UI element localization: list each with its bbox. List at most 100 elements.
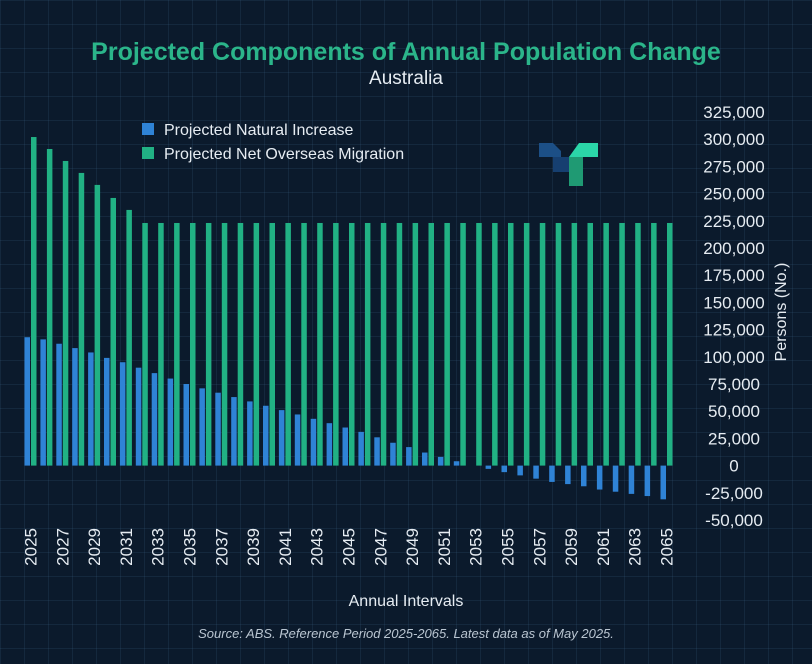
bar-natural-increase-2050 (422, 452, 428, 466)
y-tick-label: 325,000 (703, 103, 764, 122)
x-tick-label: 2045 (340, 528, 359, 566)
bar-natural-increase-2043 (310, 418, 317, 466)
y-tick-label: 275,000 (703, 157, 764, 176)
x-tick-label: 2057 (530, 528, 549, 566)
bar-net-overseas-migration-2047 (380, 222, 387, 466)
bar-net-overseas-migration-2041 (285, 222, 291, 466)
y-tick-label: 300,000 (703, 130, 764, 149)
bar-natural-increase-2064 (644, 465, 651, 497)
bar-natural-increase-2059 (565, 465, 571, 485)
bar-net-overseas-migration-2026 (46, 148, 53, 466)
bar-net-overseas-migration-2046 (364, 222, 371, 466)
bar-net-overseas-migration-2065 (667, 222, 673, 466)
bar-net-overseas-migration-2051 (444, 222, 450, 466)
bar-net-overseas-migration-2040 (269, 222, 275, 466)
y-tick-label: 175,000 (703, 266, 764, 285)
bar-natural-increase-2055 (501, 465, 507, 473)
bar-net-overseas-migration-2064 (651, 222, 657, 466)
bar-net-overseas-migration-2036 (205, 222, 212, 466)
y-tick-label: 250,000 (703, 185, 764, 204)
bar-natural-increase-2045 (342, 427, 348, 466)
bar-natural-increase-2026 (40, 339, 46, 466)
y-tick-label: 125,000 (703, 321, 764, 340)
bar-net-overseas-migration-2032 (142, 222, 148, 466)
bar-natural-increase-2041 (278, 410, 285, 466)
bar-net-overseas-migration-2028 (78, 172, 85, 466)
y-tick-label: 225,000 (703, 212, 764, 231)
bar-net-overseas-migration-2052 (460, 222, 466, 466)
bar-net-overseas-migration-2035 (190, 222, 196, 466)
bar-natural-increase-2044 (326, 423, 333, 466)
bar-net-overseas-migration-2045 (349, 222, 355, 466)
x-tick-label: 2025 (22, 528, 41, 566)
brand-logo-icon (539, 143, 598, 186)
bar-net-overseas-migration-2033 (158, 222, 164, 466)
bar-net-overseas-migration-2049 (412, 222, 419, 466)
bar-natural-increase-2046 (358, 431, 364, 466)
bar-natural-increase-2058 (549, 465, 555, 482)
chart-subtitle: Australia (369, 68, 443, 89)
y-axis-title: Persons (No.) (773, 263, 790, 362)
bar-net-overseas-migration-2038 (237, 222, 244, 466)
bar-net-overseas-migration-2027 (62, 160, 69, 466)
bar-net-overseas-migration-2042 (301, 222, 307, 466)
bar-natural-increase-2047 (374, 437, 380, 466)
bar-natural-increase-2039 (247, 401, 253, 466)
bar-natural-increase-2042 (294, 414, 301, 466)
bar-net-overseas-migration-2057 (539, 222, 546, 466)
bar-net-overseas-migration-2062 (619, 222, 625, 466)
x-tick-label: 2053 (467, 528, 486, 566)
bar-natural-increase-2033 (151, 373, 158, 466)
bar-net-overseas-migration-2050 (428, 222, 434, 466)
x-tick-label: 2033 (149, 528, 168, 566)
legend: Projected Natural Increase Projected Net… (142, 122, 404, 163)
bar-natural-increase-2025 (24, 337, 30, 466)
x-tick-label: 2031 (117, 528, 136, 566)
bar-natural-increase-2029 (88, 352, 94, 466)
bar-natural-increase-2057 (533, 465, 539, 479)
bar-net-overseas-migration-2039 (253, 222, 260, 466)
bar-natural-increase-2049 (406, 447, 412, 466)
x-tick-label: 2043 (308, 528, 327, 566)
bar-net-overseas-migration-2037 (221, 222, 228, 466)
y-tick-label: 100,000 (703, 348, 764, 367)
y-tick-label: -25,000 (705, 484, 763, 503)
bar-natural-increase-2063 (628, 465, 635, 494)
bar-natural-increase-2065 (660, 465, 666, 500)
bar-net-overseas-migration-2063 (635, 222, 641, 466)
x-tick-label: 2029 (85, 528, 104, 566)
bar-natural-increase-2061 (596, 465, 603, 490)
bar-net-overseas-migration-2054 (492, 222, 498, 466)
bar-natural-increase-2052 (453, 461, 460, 466)
x-tick-label: 2065 (658, 528, 677, 566)
bar-natural-increase-2054 (485, 465, 492, 469)
bar-natural-increase-2060 (581, 465, 587, 487)
bar-natural-increase-2051 (437, 456, 444, 466)
legend-swatch-net-overseas-migration (142, 147, 154, 159)
bar-natural-increase-2040 (263, 405, 269, 466)
source-note: Source: ABS. Reference Period 2025-2065.… (198, 626, 614, 641)
x-axis: 2025 2027 2029 2031 2033 2035 2037 2039 2041 2043… (22, 528, 677, 566)
y-tick-label: 25,000 (708, 429, 760, 448)
x-tick-label: 2061 (594, 528, 613, 566)
x-tick-label: 2063 (626, 528, 645, 566)
bar-net-overseas-migration-2043 (317, 222, 323, 466)
bar-net-overseas-migration-2029 (94, 184, 101, 466)
x-tick-label: 2039 (244, 528, 263, 566)
bar-net-overseas-migration-2031 (126, 209, 132, 466)
bar-net-overseas-migration-2034 (174, 222, 180, 466)
x-tick-label: 2049 (403, 528, 422, 566)
chart-title: Projected Components of Annual Populatio… (91, 38, 721, 66)
bar-natural-increase-2056 (517, 465, 523, 476)
bar-natural-increase-2038 (231, 397, 237, 466)
y-tick-label: 50,000 (708, 402, 760, 421)
bar-natural-increase-2027 (56, 343, 62, 466)
bar-natural-increase-2037 (215, 392, 221, 466)
bar-net-overseas-migration-2025 (31, 137, 37, 466)
bar-net-overseas-migration-2053 (476, 222, 482, 466)
bar-net-overseas-migration-2048 (396, 222, 403, 466)
bar-natural-increase-2032 (135, 367, 142, 466)
x-tick-label: 2041 (276, 528, 295, 566)
x-tick-label: 2055 (499, 528, 518, 566)
bar-net-overseas-migration-2058 (555, 222, 562, 466)
